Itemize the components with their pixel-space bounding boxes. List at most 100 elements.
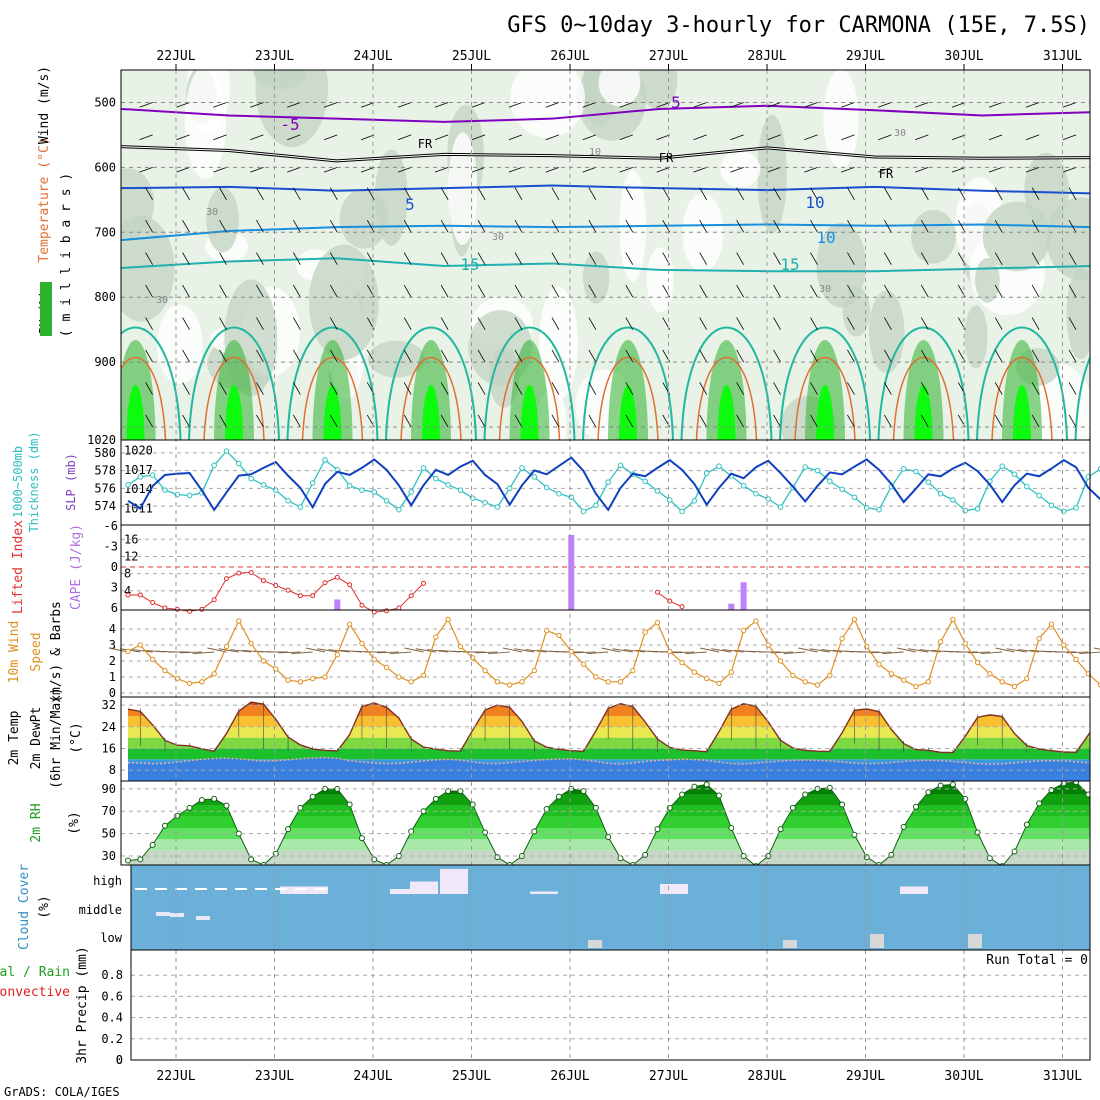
wind-barb xyxy=(176,102,190,108)
rh-region xyxy=(757,114,787,234)
wind-barb xyxy=(841,166,855,173)
temp-tick-label: 8 xyxy=(109,763,116,777)
wind-barb-10m xyxy=(869,651,892,654)
wind-barb xyxy=(951,166,966,173)
wind-barb xyxy=(693,134,707,141)
wind-barb xyxy=(366,187,375,201)
wind-barb xyxy=(810,187,818,201)
rh-point xyxy=(925,789,932,796)
wind-barb xyxy=(951,134,966,141)
side-label: Thickness (dm) xyxy=(27,431,41,532)
rh-point xyxy=(986,855,993,862)
wind-barb xyxy=(730,102,744,108)
side-label: 2m RH xyxy=(29,803,44,842)
rh-region xyxy=(374,149,408,246)
rh-region xyxy=(982,201,1052,272)
wind-barb xyxy=(440,252,449,265)
thickness-point xyxy=(531,474,538,480)
wind-speed-point xyxy=(999,679,1005,685)
wind-speed-point xyxy=(691,669,698,675)
wind-barb xyxy=(219,187,227,201)
p6-plot-area xyxy=(125,781,1090,865)
lifted-index-point xyxy=(421,580,426,586)
wind-barb xyxy=(403,252,412,265)
wind-speed-point xyxy=(605,679,611,685)
wind-barb xyxy=(810,382,818,395)
wind-barb xyxy=(625,252,634,265)
rh-region xyxy=(448,132,478,246)
wind-barb xyxy=(588,317,597,330)
wind-speed-point xyxy=(334,651,341,658)
wind-barb xyxy=(920,219,929,233)
thickness-point xyxy=(691,498,698,504)
wind-speed-point xyxy=(740,627,747,634)
wind-speed-point xyxy=(900,677,907,683)
wind-barb xyxy=(219,349,227,363)
wind-barb xyxy=(551,219,560,233)
side-label: Lifted Index xyxy=(11,520,26,614)
wind-barb-10m xyxy=(1006,648,1027,653)
side-label: SLP (mb) xyxy=(64,453,78,511)
wind-barb xyxy=(219,252,227,265)
wind-barb xyxy=(434,166,449,173)
rh-saturated-column xyxy=(816,385,834,440)
high-cloud-trace xyxy=(235,888,247,890)
rh-point xyxy=(1048,786,1055,793)
rh-point xyxy=(494,854,501,861)
wind-barb xyxy=(699,252,708,265)
wind-barb xyxy=(957,187,966,201)
wind-barb xyxy=(884,349,892,363)
wind-speed-point xyxy=(236,618,242,624)
wind-barb xyxy=(440,414,449,428)
rh-region xyxy=(206,187,239,253)
panel-frame xyxy=(130,949,1091,1061)
side-label: (6hr Min/Max) xyxy=(49,687,64,789)
thickness-point xyxy=(913,468,919,475)
lifted-index-tick-label: -6 xyxy=(104,519,118,533)
wind-speed-point xyxy=(531,667,538,674)
temp-tick-label: 24 xyxy=(102,720,116,734)
low-cloud-block xyxy=(968,934,982,948)
wind-barb xyxy=(1031,382,1040,395)
wind-barb xyxy=(403,349,412,363)
wind-barb xyxy=(625,317,634,330)
thickness-point xyxy=(162,487,168,493)
wind-barb xyxy=(920,317,929,330)
wind-barb xyxy=(508,134,523,141)
thickness-point xyxy=(863,505,870,511)
wind-barb-10m xyxy=(415,648,436,653)
thickness-point xyxy=(149,472,156,478)
wind-barb xyxy=(145,349,153,363)
wind-barb xyxy=(287,166,301,173)
rh-region xyxy=(1046,197,1090,281)
cloud-level-label: middle xyxy=(79,903,122,917)
rh-region xyxy=(368,340,426,378)
wind-barb xyxy=(477,252,486,265)
wind-barb xyxy=(514,187,523,201)
wind-barb xyxy=(213,102,227,108)
rh-band xyxy=(128,839,1090,851)
wind-barb xyxy=(477,317,486,330)
wind-barb xyxy=(1062,102,1077,108)
cape-tick-label: 4 xyxy=(124,584,131,598)
wind-speed-point xyxy=(125,648,131,655)
wind-barb xyxy=(329,382,338,395)
contour-label: 10 xyxy=(805,193,824,212)
temp-contour-25 xyxy=(301,357,364,440)
wind-barb xyxy=(884,317,892,330)
rh-point xyxy=(1073,781,1080,786)
wind-barb xyxy=(440,317,449,330)
high-cloud-trace xyxy=(275,888,287,890)
wind-barb xyxy=(182,382,190,395)
rh-point xyxy=(937,782,944,789)
high-cloud-trace xyxy=(315,888,327,890)
wind-speed-point xyxy=(359,640,365,647)
wind-speed-point xyxy=(827,672,833,679)
wind-barb xyxy=(773,317,781,330)
high-cloud-trace xyxy=(295,888,307,890)
wind-barb xyxy=(656,166,670,173)
thickness-point xyxy=(223,448,230,454)
wind-barb xyxy=(182,187,190,201)
wind-barb xyxy=(508,102,523,108)
temperature-contour xyxy=(121,184,1090,195)
